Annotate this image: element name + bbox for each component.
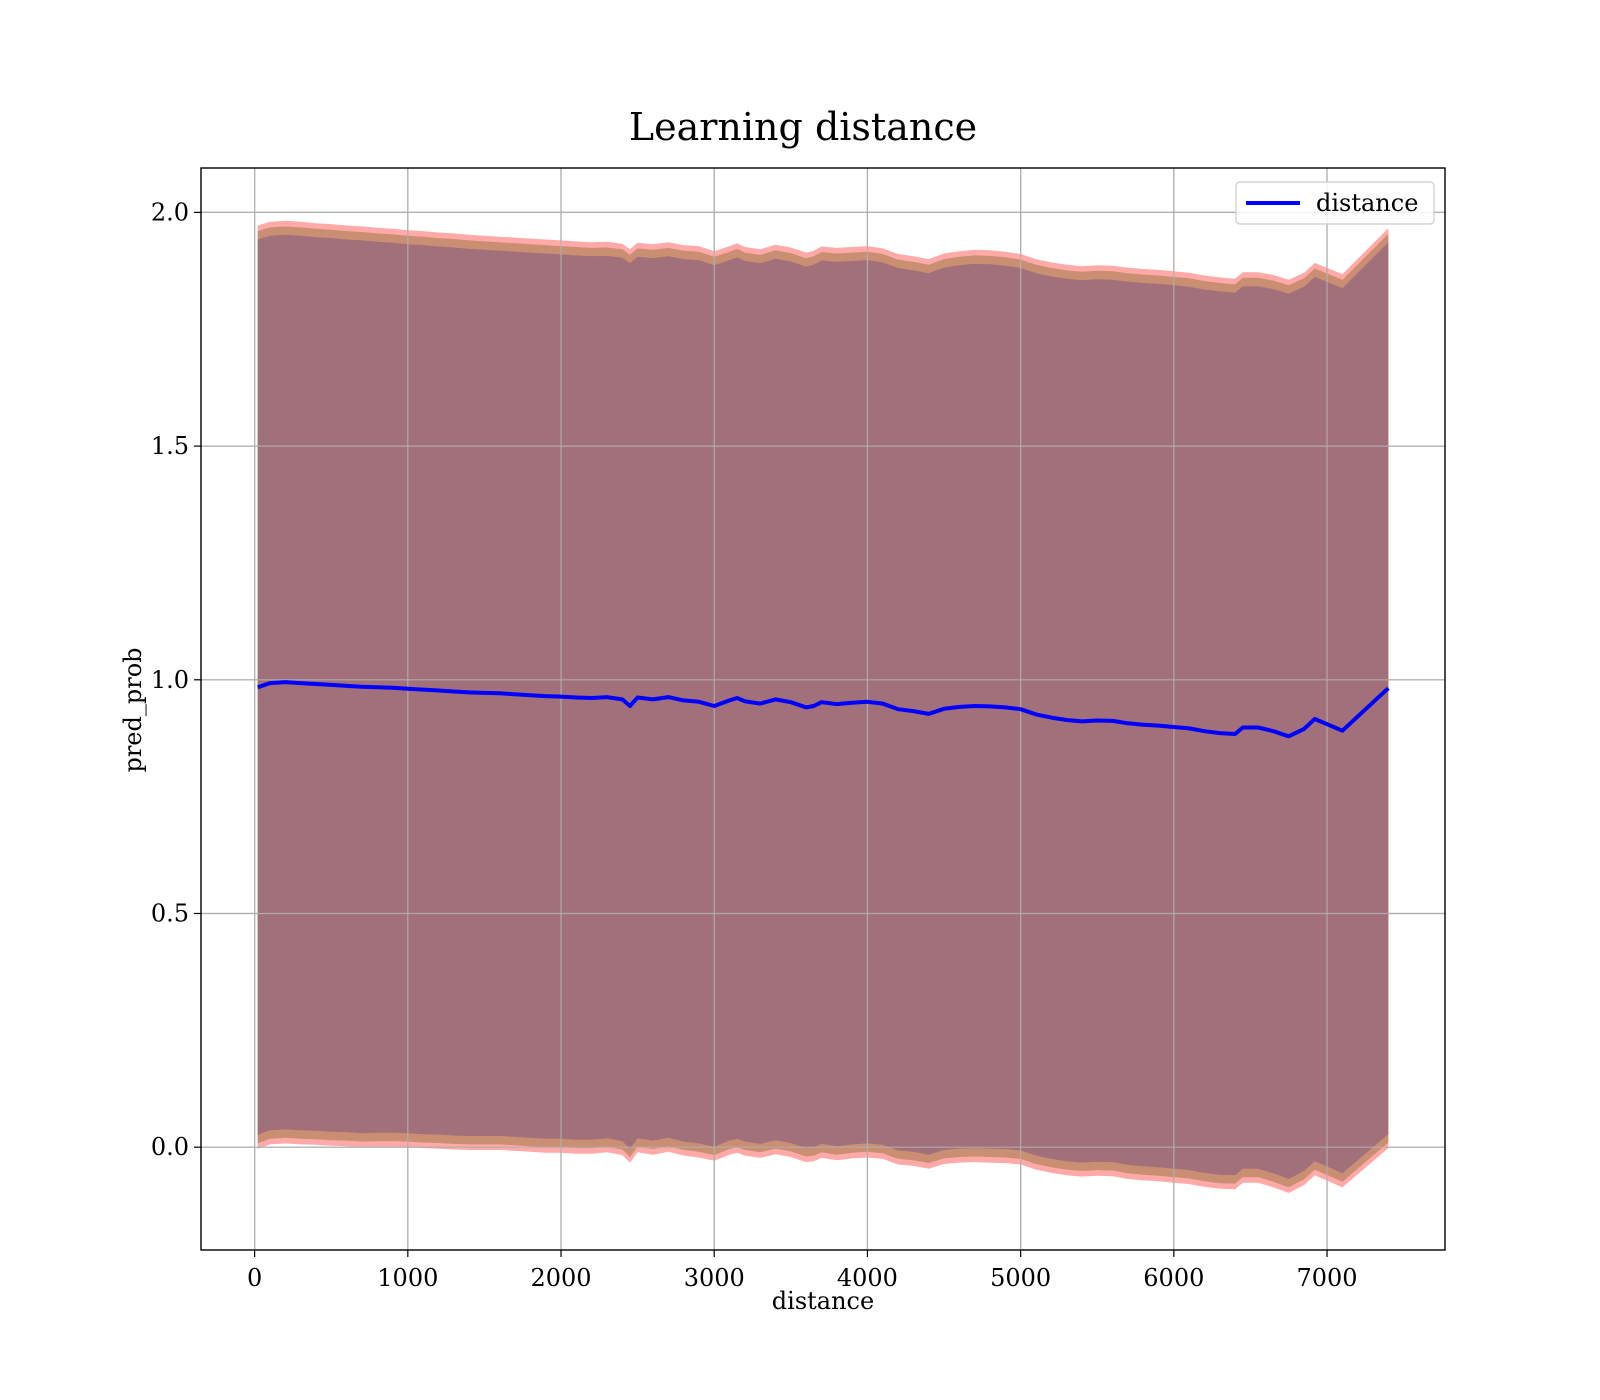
legend-box [1235, 181, 1435, 225]
x-tick-label: 3000 [684, 1264, 745, 1292]
x-tick-label: 4000 [837, 1264, 898, 1292]
chart-title: Learning distance [629, 105, 977, 149]
y-axis-label: pred_prob [119, 647, 147, 772]
x-tick-label: 6000 [1143, 1264, 1204, 1292]
x-tick-label: 7000 [1296, 1264, 1357, 1292]
series-line-distance [257, 680, 1390, 739]
legend-label-distance: distance [1316, 189, 1418, 217]
x-tick-label: 1000 [377, 1264, 438, 1292]
x-tick-label: 0 [247, 1264, 262, 1292]
x-tick-label: 5000 [990, 1264, 1051, 1292]
y-tick-label: 1.5 [151, 432, 189, 460]
x-axis-label: distance [772, 1287, 874, 1315]
plot-area: 0 1000 2000 3000 4000 5000 6000 7000 0.0 0.5 1.0 1.… [151, 167, 1446, 1292]
band-inner [257, 234, 1389, 1180]
y-tick-label: 0.5 [151, 899, 189, 927]
y-tick-label: 2.0 [151, 198, 189, 226]
x-tick-label: 2000 [530, 1264, 591, 1292]
y-tick-label: 0.0 [151, 1133, 189, 1161]
y-tick-label: 1.0 [151, 666, 189, 694]
plot-frame [200, 167, 1446, 1251]
